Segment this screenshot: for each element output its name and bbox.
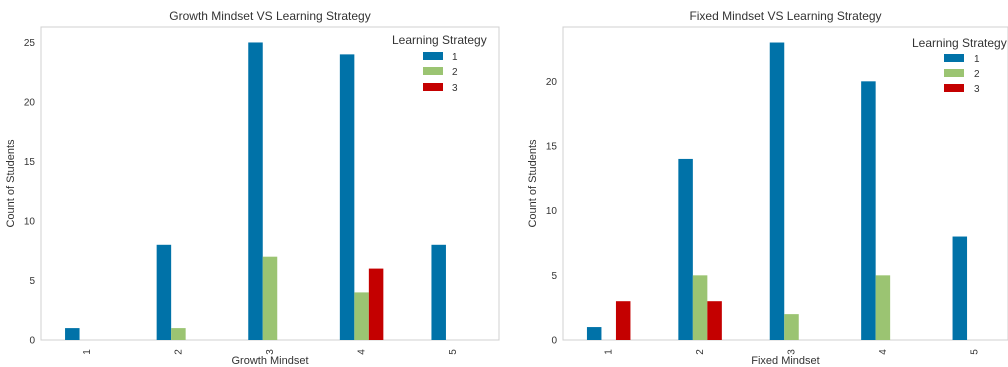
bar-5-series-1 [431,244,446,340]
legend-swatch [944,69,964,77]
bar-3-series-2 [784,314,799,340]
bar-4-series-1 [339,54,355,341]
legend-label: 1 [974,54,980,65]
bar-1-series-1 [586,327,602,340]
plot-frame [562,26,1008,341]
legend-title: Learning Strategy [392,33,487,47]
bar-3-series-1 [769,42,785,340]
x-tick-label: 3 [265,349,276,355]
chart-1: Growth Mindset VS Learning Strategy 0 5 10 1… [5,9,500,367]
chart-title: Fixed Mindset VS Learning Strategy [689,9,881,23]
legend-label: 1 [452,52,458,63]
bar-4-series-3 [368,268,384,340]
x-tick-label: 2 [173,349,184,355]
bar-2-series-1 [678,158,693,340]
x-axis-label: Growth Mindset [231,355,308,367]
y-tick-label: 15 [546,141,558,152]
x-tick-label: 5 [448,349,459,355]
legend-swatch [944,84,964,92]
x-tick-label: 2 [695,349,706,355]
chart-2: Fixed Mindset VS Learning Strategy051015… [527,9,1008,367]
legend-swatch [423,83,443,91]
bar-4-series-2 [875,275,891,340]
bar-2-series-1 [156,244,172,340]
x-tick-label: 4 [357,349,368,355]
bar-4-series-1 [861,81,876,340]
legend-swatch [423,67,443,75]
chart-title: Growth Mindset VS Learning Strategy [169,9,370,23]
legend-label: 3 [452,83,458,94]
x-tick-label: 1 [82,349,93,355]
legend-label: 2 [452,67,458,78]
legend-label: 3 [974,84,980,95]
y-axis-label: Count of Students [5,139,17,228]
bar-2-series-2 [171,328,186,340]
bar-1-series-3 [615,301,631,340]
bar-5-series-1 [952,236,968,340]
y-axis-label: Count of Students [527,139,539,228]
x-tick-label: 1 [604,349,615,355]
x-tick-label: 4 [878,349,889,355]
x-tick-label: 5 [969,349,980,355]
bar-2-series-2 [692,275,708,340]
y-tick-label: 25 [24,38,36,49]
y-tick-label: 0 [29,336,35,347]
legend-swatch [944,54,964,62]
bar-3-series-1 [248,42,263,340]
y-tick-label: 10 [546,206,558,217]
bar-2-series-3 [707,301,722,340]
bar-1-series-1 [65,328,80,340]
y-tick-label: 5 [551,271,557,282]
y-tick-label: 15 [24,157,36,168]
bar-3-series-2 [262,256,278,340]
x-axis-label: Fixed Mindset [751,355,819,367]
y-tick-label: 10 [24,216,36,227]
legend-label: 2 [974,69,980,80]
y-tick-label: 0 [551,336,557,347]
bar-4-series-2 [354,292,369,340]
legend-swatch [423,52,443,60]
y-tick-label: 20 [24,97,36,108]
y-tick-label: 5 [29,276,35,287]
y-tick-label: 20 [546,77,558,88]
x-tick-label: 3 [787,349,798,355]
legend-title: Learning Strategy [912,36,1007,50]
